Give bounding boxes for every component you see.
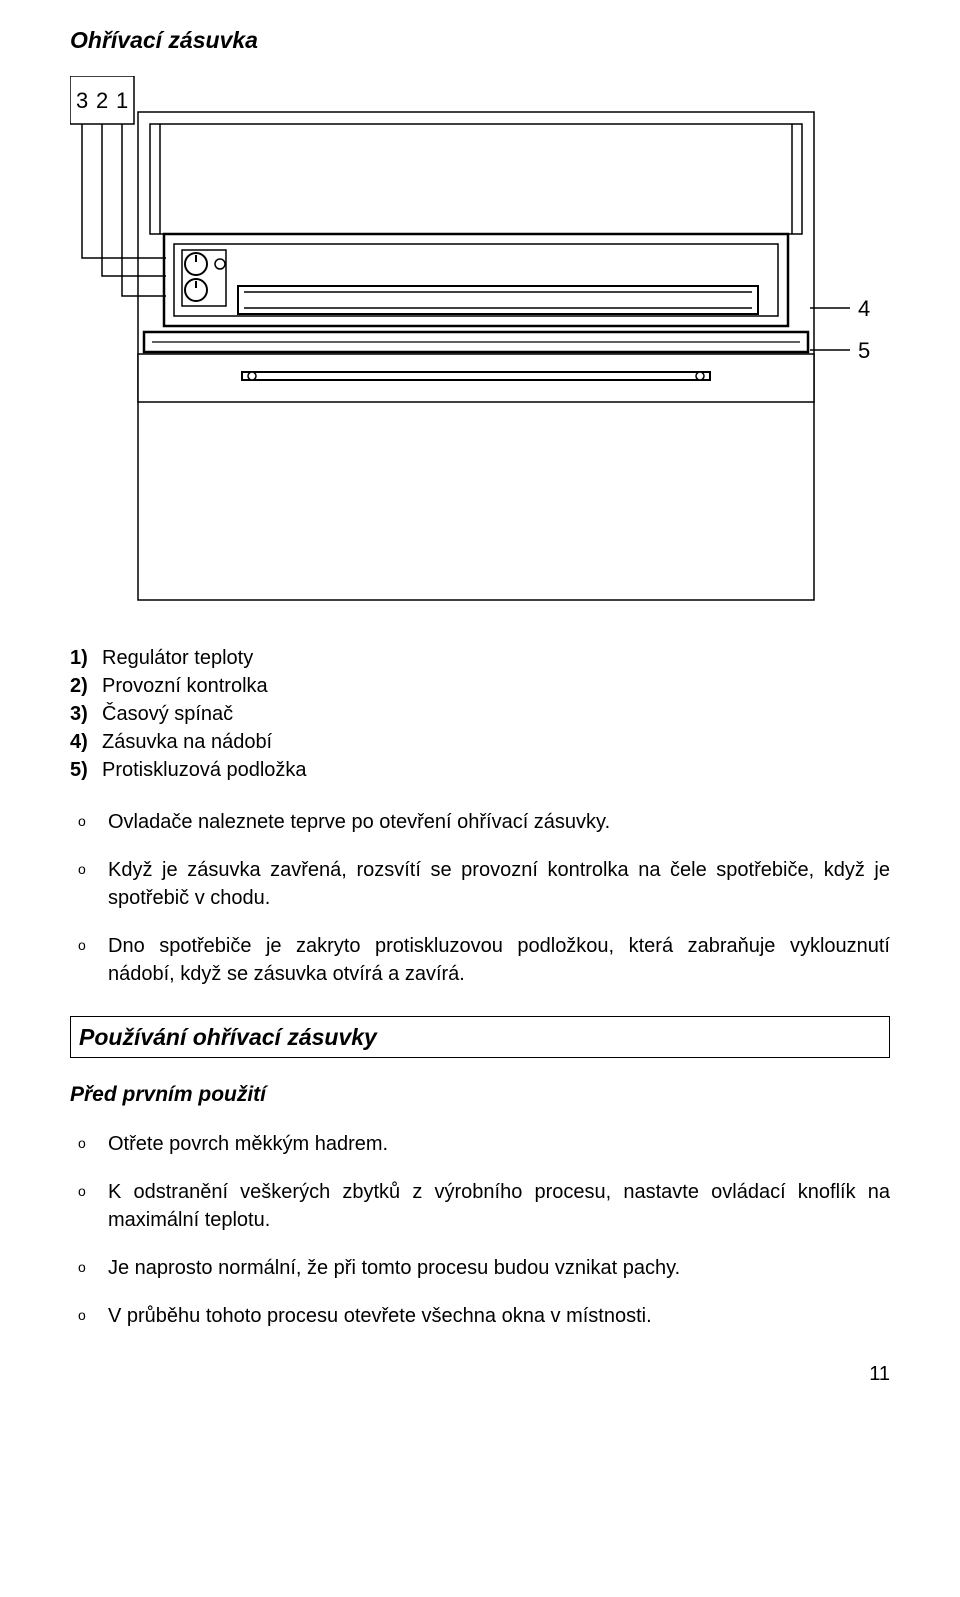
parts-num: 3) bbox=[70, 700, 102, 728]
list-item: oDno spotřebiče je zakryto protiskluzovo… bbox=[70, 932, 890, 988]
parts-row: 5)Protiskluzová podložka bbox=[70, 756, 890, 784]
parts-row: 2)Provozní kontrolka bbox=[70, 672, 890, 700]
list-item: oK odstranění veškerých zbytků z výrobní… bbox=[70, 1178, 890, 1234]
svg-text:4: 4 bbox=[858, 296, 870, 321]
list-item: oOvladače naleznete teprve po otevření o… bbox=[70, 808, 890, 836]
list-text: Dno spotřebiče je zakryto protiskluzovou… bbox=[108, 932, 890, 988]
page-title: Ohřívací zásuvka bbox=[70, 24, 890, 56]
svg-text:2: 2 bbox=[96, 88, 108, 113]
list-text: K odstranění veškerých zbytků z výrobníh… bbox=[108, 1178, 890, 1234]
bullet-marker: o bbox=[70, 856, 108, 912]
parts-label: Zásuvka na nádobí bbox=[102, 728, 272, 756]
bullet-marker: o bbox=[70, 1302, 108, 1330]
list-text: V průběhu tohoto procesu otevřete všechn… bbox=[108, 1302, 890, 1330]
bullet-marker: o bbox=[70, 932, 108, 988]
bullet-marker: o bbox=[70, 1254, 108, 1282]
bullet-marker: o bbox=[70, 1178, 108, 1234]
parts-num: 4) bbox=[70, 728, 102, 756]
list-text: Je naprosto normální, že při tomto proce… bbox=[108, 1254, 890, 1282]
parts-label: Protiskluzová podložka bbox=[102, 756, 307, 784]
list-item: oV průběhu tohoto procesu otevřete všech… bbox=[70, 1302, 890, 1330]
notes-list-b: oOtřete povrch měkkým hadrem.oK odstraně… bbox=[70, 1130, 890, 1330]
appliance-diagram: 321 4 5 bbox=[70, 76, 890, 616]
list-text: Když je zásuvka zavřená, rozsvítí se pro… bbox=[108, 856, 890, 912]
parts-list: 1)Regulátor teploty2)Provozní kontrolka3… bbox=[70, 644, 890, 784]
parts-num: 5) bbox=[70, 756, 102, 784]
bullet-marker: o bbox=[70, 1130, 108, 1158]
notes-list-a: oOvladače naleznete teprve po otevření o… bbox=[70, 808, 890, 988]
list-text: Ovladače naleznete teprve po otevření oh… bbox=[108, 808, 890, 836]
parts-row: 1)Regulátor teploty bbox=[70, 644, 890, 672]
svg-text:1: 1 bbox=[116, 88, 128, 113]
list-item: oOtřete povrch měkkým hadrem. bbox=[70, 1130, 890, 1158]
bullet-marker: o bbox=[70, 808, 108, 836]
list-item: oKdyž je zásuvka zavřená, rozsvítí se pr… bbox=[70, 856, 890, 912]
parts-num: 1) bbox=[70, 644, 102, 672]
parts-label: Provozní kontrolka bbox=[102, 672, 268, 700]
parts-row: 4)Zásuvka na nádobí bbox=[70, 728, 890, 756]
diagram-svg: 321 4 5 bbox=[70, 76, 890, 616]
parts-num: 2) bbox=[70, 672, 102, 700]
svg-text:3: 3 bbox=[76, 88, 88, 113]
list-text: Otřete povrch měkkým hadrem. bbox=[108, 1130, 890, 1158]
parts-label: Časový spínač bbox=[102, 700, 233, 728]
parts-row: 3)Časový spínač bbox=[70, 700, 890, 728]
sub-header: Před prvním použití bbox=[70, 1080, 890, 1109]
section-header: Používání ohřívací zásuvky bbox=[70, 1016, 890, 1058]
page-number: 11 bbox=[70, 1360, 890, 1388]
list-item: oJe naprosto normální, že při tomto proc… bbox=[70, 1254, 890, 1282]
parts-label: Regulátor teploty bbox=[102, 644, 253, 672]
svg-text:5: 5 bbox=[858, 338, 870, 363]
